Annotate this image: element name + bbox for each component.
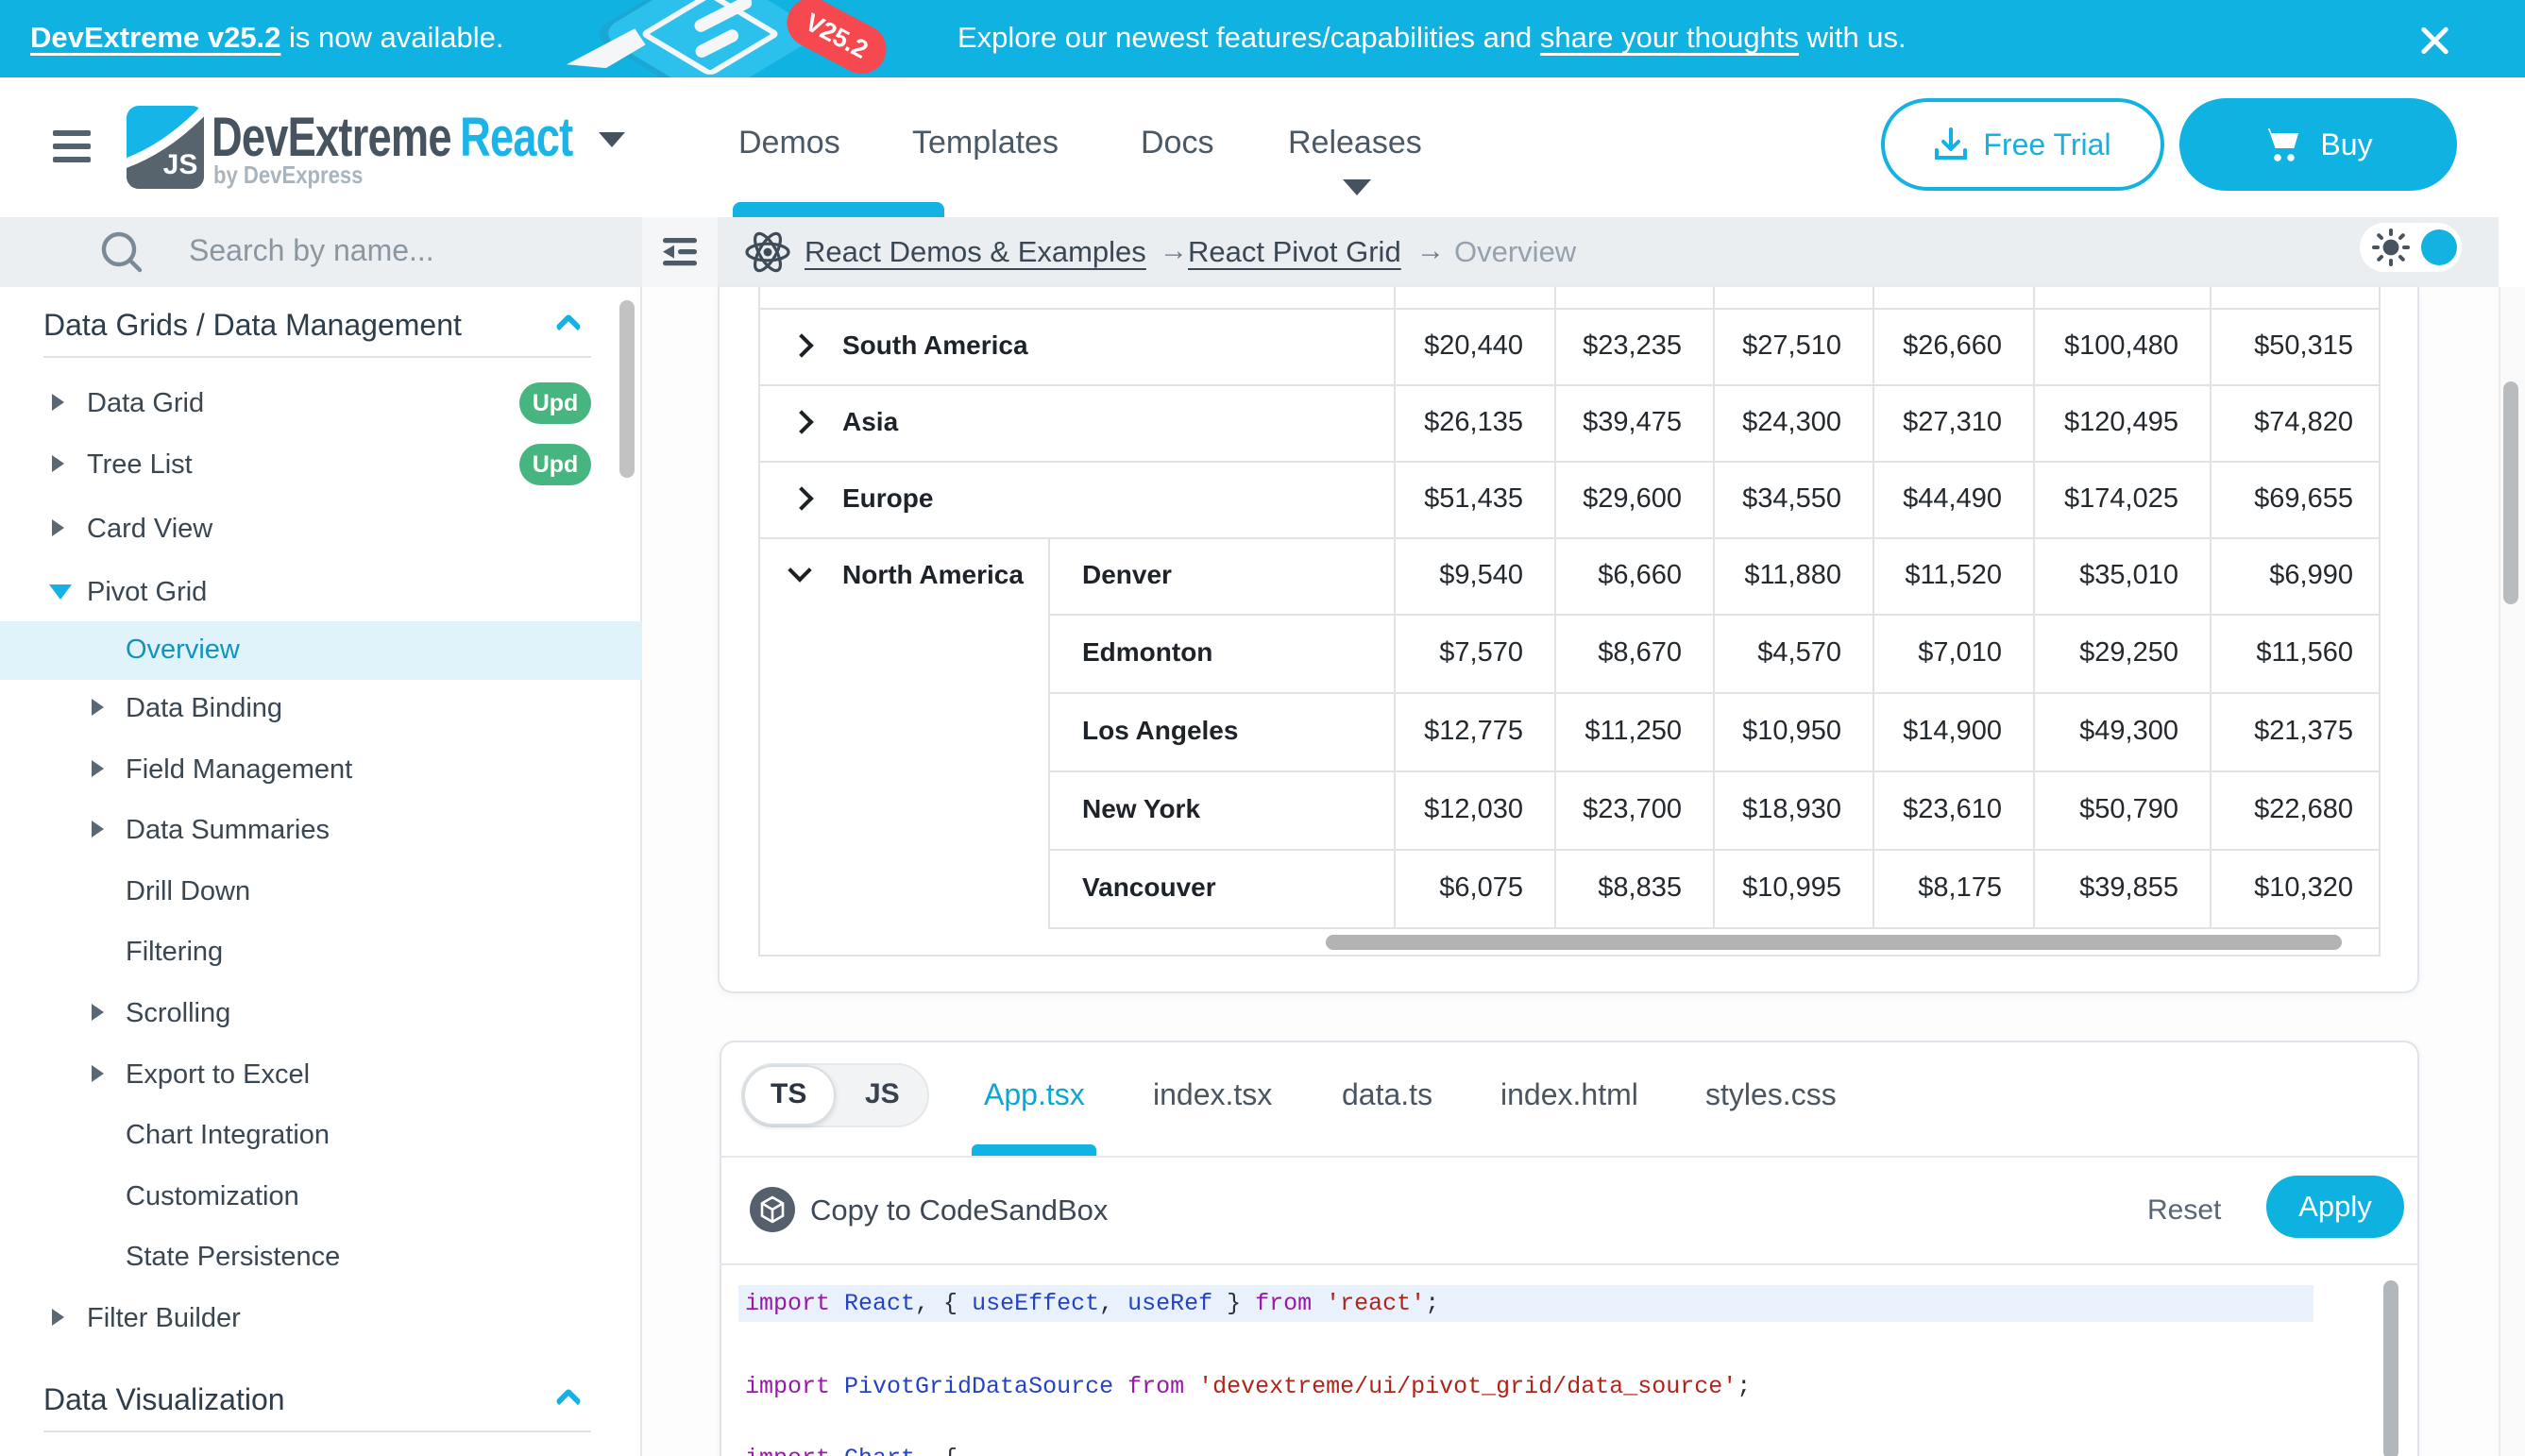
svg-text:JS: JS [163, 149, 198, 180]
